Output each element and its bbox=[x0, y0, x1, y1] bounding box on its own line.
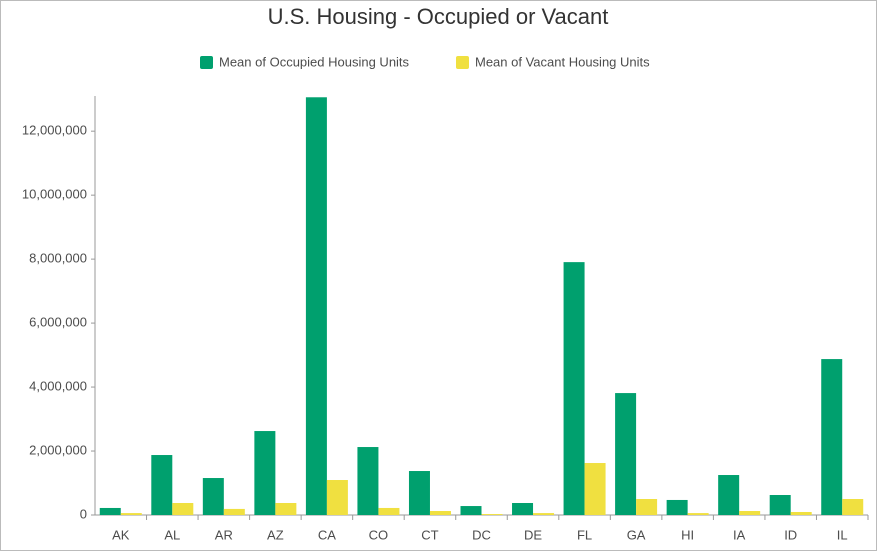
bar bbox=[326, 480, 348, 515]
bar bbox=[563, 262, 585, 515]
y-tick-label: 6,000,000 bbox=[29, 315, 87, 330]
x-tick-label: AZ bbox=[267, 527, 284, 542]
x-tick-label: GA bbox=[627, 527, 646, 542]
y-tick-label: 0 bbox=[80, 506, 87, 521]
y-tick-label: 2,000,000 bbox=[29, 442, 87, 457]
x-tick-label: FL bbox=[577, 527, 592, 542]
bar bbox=[718, 475, 740, 515]
bar bbox=[408, 471, 430, 515]
x-tick-label: CO bbox=[369, 527, 389, 542]
x-tick-label: DE bbox=[524, 527, 542, 542]
bar bbox=[151, 455, 173, 515]
bar bbox=[769, 495, 791, 515]
bar bbox=[275, 503, 297, 515]
bar bbox=[305, 97, 327, 515]
bar bbox=[687, 513, 709, 515]
y-tick-label: 12,000,000 bbox=[22, 123, 87, 138]
bar bbox=[739, 511, 761, 515]
bar bbox=[120, 513, 142, 515]
bar bbox=[202, 478, 224, 515]
y-tick-label: 10,000,000 bbox=[22, 187, 87, 202]
legend-label: Mean of Occupied Housing Units bbox=[219, 54, 410, 69]
bar bbox=[636, 499, 658, 515]
bar bbox=[378, 507, 400, 515]
legend-swatch bbox=[200, 56, 213, 69]
x-tick-label: DC bbox=[472, 527, 491, 542]
bar bbox=[254, 431, 276, 515]
bar bbox=[821, 359, 843, 515]
bar bbox=[512, 503, 534, 515]
bar bbox=[172, 503, 194, 515]
bar bbox=[842, 499, 864, 515]
bar bbox=[481, 514, 503, 515]
legend-swatch bbox=[456, 56, 469, 69]
y-tick-label: 8,000,000 bbox=[29, 251, 87, 266]
x-tick-label: CA bbox=[318, 527, 336, 542]
bar bbox=[584, 463, 606, 515]
x-tick-label: HI bbox=[681, 527, 694, 542]
bar bbox=[357, 447, 379, 515]
bar bbox=[223, 508, 245, 515]
chart-title: U.S. Housing - Occupied or Vacant bbox=[268, 4, 609, 29]
x-tick-label: CT bbox=[421, 527, 438, 542]
bar bbox=[666, 499, 688, 515]
legend-label: Mean of Vacant Housing Units bbox=[475, 54, 650, 69]
x-tick-label: IA bbox=[733, 527, 746, 542]
y-tick-label: 4,000,000 bbox=[29, 378, 87, 393]
bar bbox=[533, 513, 555, 515]
x-tick-label: IL bbox=[837, 527, 848, 542]
x-tick-label: AK bbox=[112, 527, 130, 542]
bar bbox=[99, 507, 121, 515]
x-tick-label: ID bbox=[784, 527, 797, 542]
bar bbox=[460, 506, 482, 515]
x-tick-label: AR bbox=[215, 527, 233, 542]
bar bbox=[790, 511, 812, 515]
x-tick-label: AL bbox=[164, 527, 180, 542]
bar bbox=[615, 393, 637, 515]
bar bbox=[429, 511, 451, 515]
